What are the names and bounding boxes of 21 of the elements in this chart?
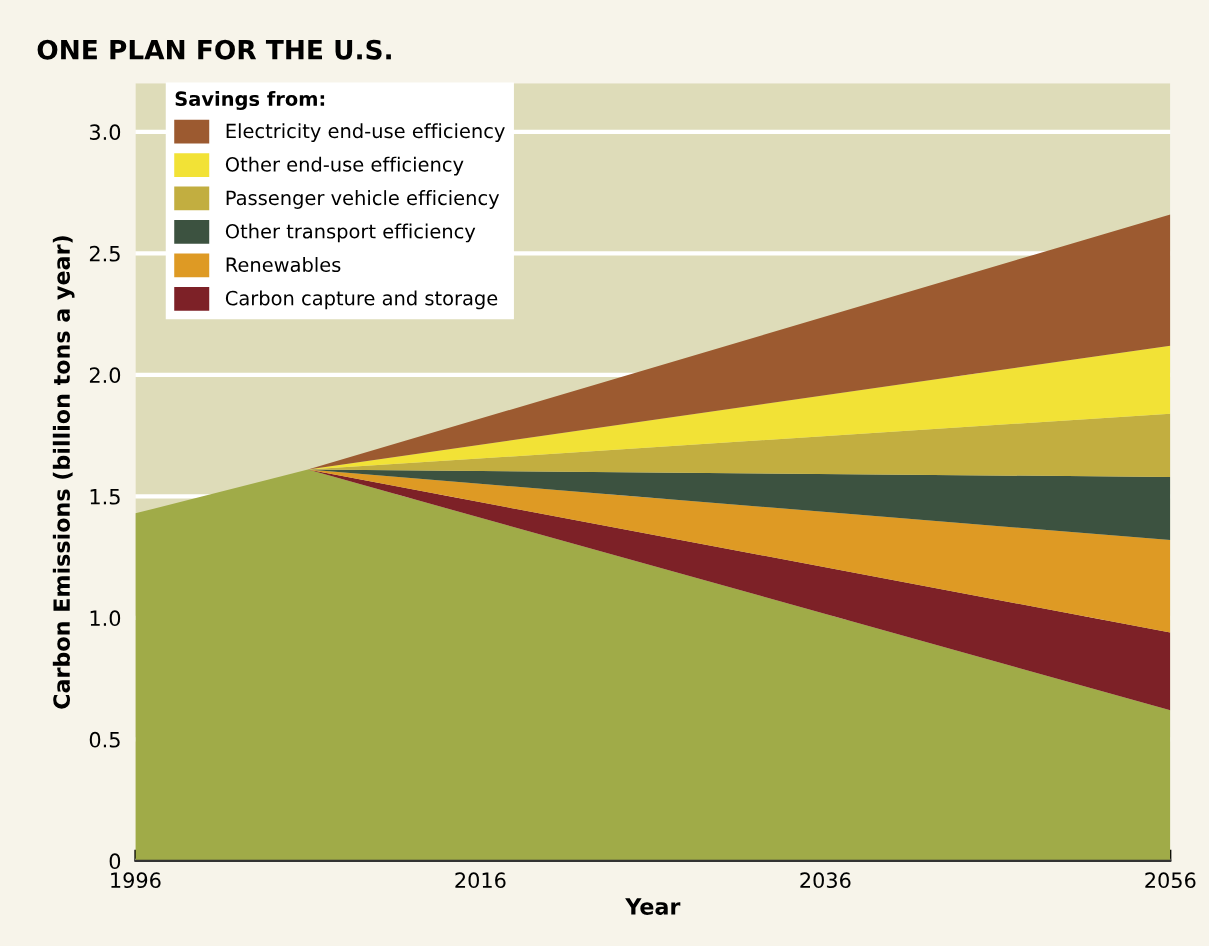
x-tick-label: 2016 [455, 872, 506, 889]
legend-label: Passenger vehicle efficiency [226, 190, 500, 209]
x-axis-title: Year [625, 898, 681, 915]
legend-label: Renewables [226, 257, 341, 273]
y-tick-label: 3.0 [89, 124, 121, 141]
y-tick-label: 1.0 [90, 610, 121, 627]
chart-title: ONE PLAN FOR THE U.S. [37, 39, 391, 60]
legend-label: Other end-use efficiency [225, 156, 464, 176]
y-tick-label: 0 [109, 853, 121, 870]
y-tick-label: 1.5 [90, 489, 120, 505]
legend-title: Savings from: [175, 91, 325, 110]
y-tick-label: 2.0 [89, 367, 121, 384]
x-tick-label: 2036 [800, 872, 851, 889]
legend-label: Carbon capture and storage [225, 290, 498, 310]
y-axis-title: Carbon Emissions (billion tons a year) [52, 236, 75, 709]
y-tick-label: 0.5 [89, 731, 120, 748]
x-tick-label: 1996 [111, 872, 161, 889]
legend-label: Other transport efficiency [225, 223, 476, 243]
x-tick-label: 2056 [1145, 872, 1196, 889]
y-tick-label: 2.5 [89, 245, 120, 262]
legend-label: Electricity end-use efficiency [226, 123, 505, 143]
